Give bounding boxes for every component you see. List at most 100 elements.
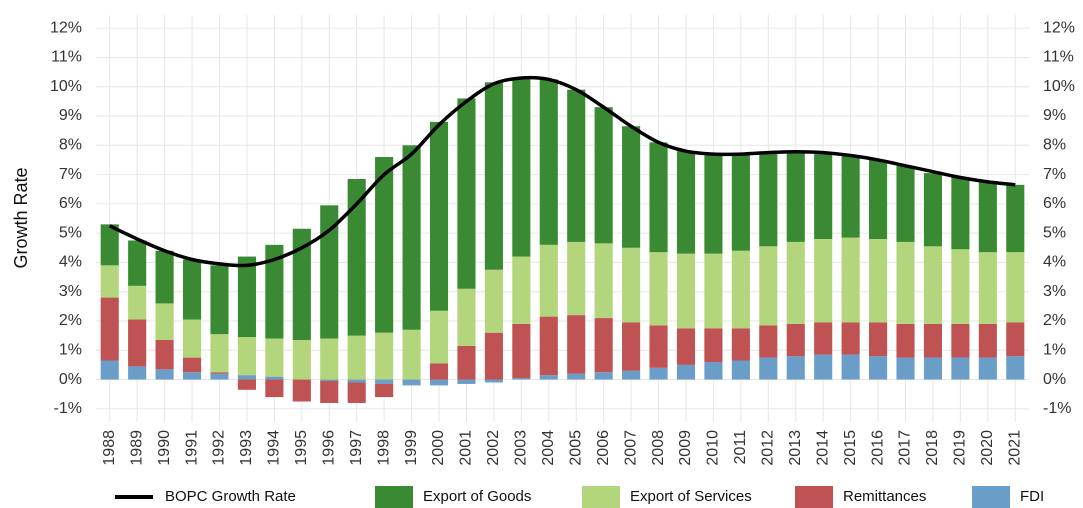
bar-segment: [1006, 322, 1025, 357]
x-tick-label: 2013: [787, 430, 804, 466]
bar-segment: [951, 357, 970, 380]
bar-segment: [265, 338, 284, 377]
bar-segment: [1006, 184, 1025, 253]
bar-segment: [237, 256, 256, 338]
bar-segment: [731, 328, 750, 361]
y-tick-label: 3%: [59, 283, 82, 300]
y-tick-label: 12%: [50, 19, 82, 36]
y2-tick-label: 7%: [1043, 166, 1066, 183]
y-tick-label: 10%: [50, 78, 82, 95]
bar-segment: [155, 250, 174, 304]
bar-segment: [567, 241, 586, 316]
legend-swatch: [582, 486, 620, 508]
bar-segment: [759, 246, 778, 326]
bar-segment: [951, 323, 970, 358]
bar-segment: [512, 323, 531, 379]
y2-tick-label: 6%: [1043, 195, 1066, 212]
legend-label: Remittances: [843, 488, 926, 505]
bar-segment: [429, 363, 449, 380]
bar-segment: [457, 379, 476, 384]
bar-segment: [704, 328, 723, 362]
legend-swatch: [375, 486, 413, 508]
bar-segment: [622, 126, 641, 248]
x-tick-label: 2004: [540, 430, 557, 466]
x-tick-label: 2006: [595, 430, 612, 466]
x-tick-label: 2016: [869, 430, 886, 466]
bar-segment: [759, 357, 778, 380]
bar-segment: [265, 376, 284, 380]
bar-segment: [320, 379, 339, 382]
bar-segment: [484, 269, 503, 333]
bar-segment: [512, 378, 531, 380]
y2-tick-label: 12%: [1043, 19, 1075, 36]
bar-segment: [951, 249, 970, 324]
bar-segment: [128, 240, 147, 286]
bar-segment: [457, 288, 476, 346]
bar-segment: [292, 340, 311, 380]
bar-segment: [402, 145, 421, 330]
bar-segment: [457, 345, 476, 380]
bar-segment: [320, 205, 339, 339]
bar-segment: [292, 379, 311, 402]
y2-tick-label: 5%: [1043, 224, 1066, 241]
bar-segment: [923, 357, 943, 380]
y-tick-label: 7%: [59, 166, 82, 183]
bar-segment: [429, 310, 449, 364]
bar-segment: [978, 181, 997, 253]
bar-segment: [841, 354, 860, 380]
y-tick-label: -1%: [54, 400, 82, 417]
bar-segment: [676, 364, 696, 380]
bar-segment: [320, 381, 339, 403]
x-tick-label: 1995: [293, 430, 310, 466]
x-tick-label: 2012: [760, 430, 777, 466]
bar-segment: [951, 177, 970, 250]
y-tick-label: 9%: [59, 107, 82, 124]
x-tick-label: 2008: [650, 430, 667, 466]
line: [108, 75, 1016, 268]
bar-segment: [375, 332, 394, 380]
y2-tick-label: 0%: [1043, 371, 1066, 388]
bar-segment: [128, 319, 147, 367]
bar-segment: [375, 379, 394, 384]
bar-segment: [869, 159, 888, 239]
y-tick-label: 11%: [51, 49, 82, 66]
y-tick-label: 6%: [59, 195, 82, 212]
bar-segment: [731, 154, 750, 251]
bar-segment: [155, 303, 174, 341]
bar-segment: [182, 259, 202, 320]
bar-segment: [896, 165, 915, 242]
y2-tick-label: -1%: [1043, 400, 1071, 417]
bar-segment: [512, 256, 531, 324]
bar-segment: [100, 360, 119, 380]
bar-segment: [265, 244, 284, 339]
bar-segment: [704, 361, 723, 380]
bar-segment: [155, 340, 174, 370]
bar-segment: [594, 372, 613, 380]
bar-segment: [896, 241, 915, 324]
x-tick-label: 2020: [979, 430, 996, 466]
bar-segment: [155, 369, 174, 380]
legend-swatch: [972, 486, 1010, 508]
bar-segment: [786, 356, 805, 380]
bar-segment: [759, 152, 778, 247]
y-tick-label: 1%: [59, 341, 82, 358]
bar-segment: [978, 252, 997, 324]
bar-segment: [923, 246, 943, 324]
bar-segment: [512, 77, 531, 257]
y-tick-label: 8%: [59, 137, 82, 154]
x-tick-label: 2010: [705, 430, 722, 466]
x-tick-label: 2011: [732, 430, 749, 465]
bar-segment: [484, 82, 503, 270]
bar-segment: [1006, 356, 1025, 380]
bar-segment: [704, 253, 723, 329]
bar-segment: [594, 318, 613, 373]
x-tick-label: 1989: [128, 430, 145, 466]
bar-segment: [484, 332, 503, 380]
x-tick-label: 1998: [375, 430, 392, 466]
bar-segment: [265, 379, 284, 398]
x-tick-label: 1994: [266, 430, 283, 466]
bar-segment: [896, 357, 915, 380]
y2-tick-label: 11%: [1043, 49, 1074, 66]
y-tick-label: 5%: [59, 224, 82, 241]
